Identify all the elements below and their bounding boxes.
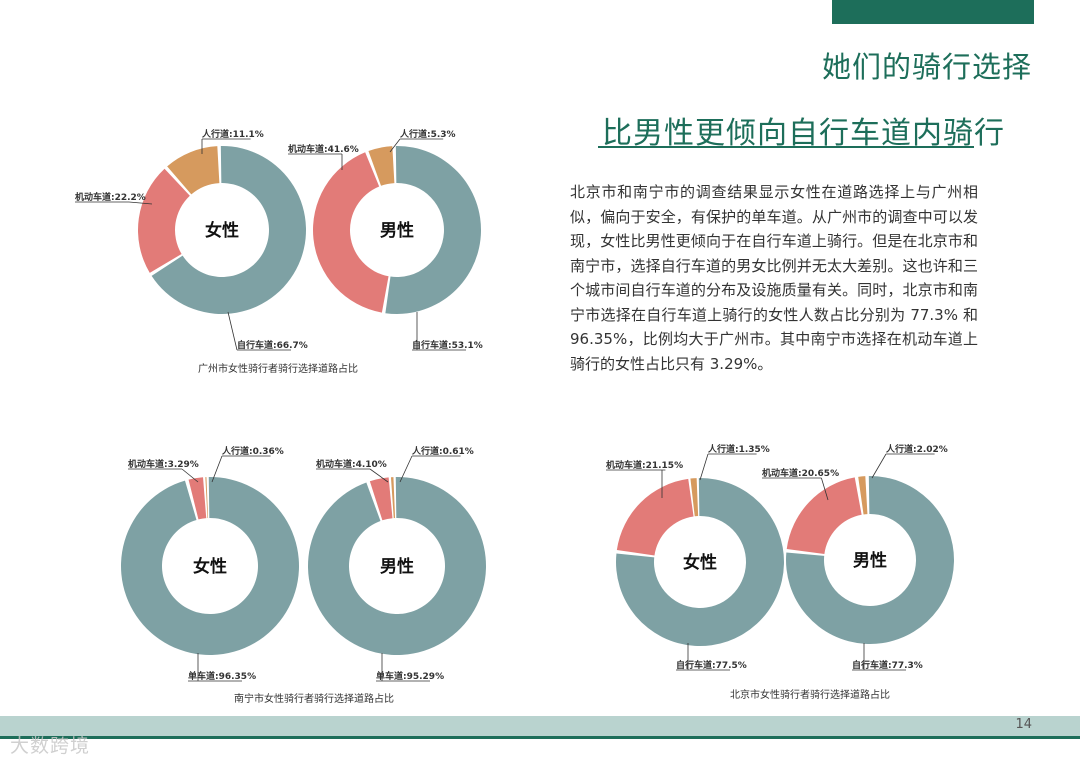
slice-label: 人行道:5.3% bbox=[399, 128, 456, 140]
watermark: 大数跨境 bbox=[10, 735, 91, 757]
leader-line bbox=[871, 453, 887, 479]
donut-center-label: 女性 bbox=[193, 556, 227, 577]
leader-line bbox=[211, 455, 223, 483]
leader-line bbox=[181, 468, 199, 483]
slice-label: 人行道:0.61% bbox=[411, 445, 474, 457]
slice-sidewalk bbox=[858, 476, 868, 515]
slice-bike-lane bbox=[385, 146, 481, 314]
leader-line bbox=[389, 138, 401, 153]
donut-center-label: 男性 bbox=[853, 550, 887, 571]
slice-label: 机动车道:21.15% bbox=[606, 459, 683, 471]
slice-label: 人行道:2.02% bbox=[885, 443, 948, 455]
donut-center-label: 女性 bbox=[683, 552, 717, 573]
slice-label: 机动车道:41.6% bbox=[288, 143, 359, 155]
slice-label: 人行道:1.35% bbox=[707, 443, 770, 455]
slice-motor-lane bbox=[188, 477, 207, 520]
leader-line bbox=[821, 477, 829, 501]
slice-sidewalk bbox=[368, 146, 395, 186]
slice-motor-lane bbox=[616, 478, 694, 556]
headline: 比男性更倾向自行车道内骑行 bbox=[602, 116, 1005, 151]
chart-caption: 广州市女性骑行者骑行选择道路占比 bbox=[198, 362, 358, 375]
footer-band bbox=[0, 716, 1080, 736]
top-accent-bar bbox=[832, 0, 1034, 24]
slice-label: 自行车道:77.3% bbox=[852, 659, 923, 671]
donut-center-label: 男性 bbox=[380, 220, 414, 241]
slice-motor-lane bbox=[786, 477, 862, 554]
slice-motor-lane bbox=[313, 152, 389, 313]
slice-bike-lane bbox=[120, 477, 299, 655]
leader-line bbox=[399, 455, 413, 483]
slice-label: 单车道:96.35% bbox=[188, 670, 256, 682]
slice-label: 人行道:11.1% bbox=[201, 128, 264, 140]
body-paragraph: 北京市和南宁市的调查结果显示女性在道路选择上与广州相似，偏向于安全，有保护的单车… bbox=[570, 183, 978, 373]
slice-label: 单车道:95.29% bbox=[376, 670, 444, 682]
slice-label: 自行车道:66.7% bbox=[237, 339, 308, 351]
leader-line bbox=[369, 468, 389, 483]
leader-line bbox=[699, 453, 709, 481]
slice-label: 机动车道:4.10% bbox=[316, 458, 387, 470]
slice-motor-lane bbox=[369, 477, 393, 521]
beijing-chart: 女性自行车道:77.5%机动车道:21.15%人行道:1.35%男性自行车道:7… bbox=[606, 443, 954, 701]
slice-label: 自行车道:77.5% bbox=[676, 659, 747, 671]
donut-center-label: 女性 bbox=[205, 220, 239, 241]
slice-sidewalk bbox=[690, 478, 699, 517]
leader-line bbox=[227, 311, 238, 351]
slice-label: 自行车道:53.1% bbox=[412, 339, 483, 351]
slice-sidewalk bbox=[205, 477, 209, 519]
slice-sidewalk bbox=[390, 477, 396, 519]
donut-center-label: 男性 bbox=[380, 556, 414, 577]
slice-label: 机动车道:20.65% bbox=[762, 467, 839, 479]
slice-sidewalk bbox=[167, 146, 220, 195]
slice-bike-lane bbox=[308, 477, 486, 655]
slice-motor-lane bbox=[138, 168, 190, 273]
slice-label: 机动车道:3.29% bbox=[128, 458, 199, 470]
chart-caption: 南宁市女性骑行者骑行选择道路占比 bbox=[234, 692, 394, 705]
slice-bike-lane bbox=[616, 478, 784, 646]
page-number: 14 bbox=[1015, 717, 1032, 732]
slice-label: 人行道:0.36% bbox=[221, 445, 284, 457]
slice-label: 机动车道:22.2% bbox=[75, 191, 146, 203]
slice-bike-lane bbox=[786, 476, 954, 644]
chart-caption: 北京市女性骑行者骑行选择道路占比 bbox=[730, 688, 890, 701]
footer-rule bbox=[0, 736, 1080, 739]
leader-line bbox=[128, 201, 153, 205]
headline-underline bbox=[598, 146, 974, 148]
section-title: 她们的骑行选择 bbox=[821, 50, 1032, 84]
slice-bike-lane bbox=[151, 146, 306, 314]
